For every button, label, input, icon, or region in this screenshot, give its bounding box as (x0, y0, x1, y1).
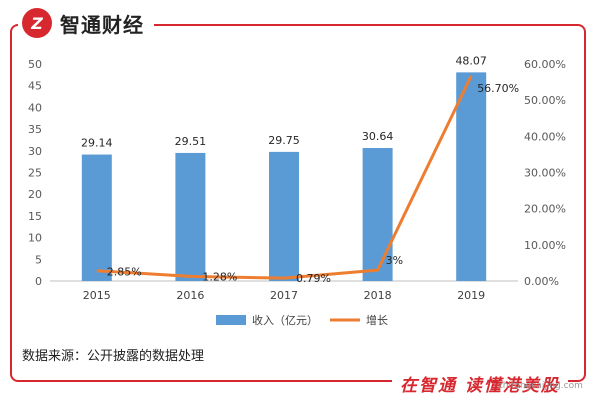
bar-revenue (81, 154, 112, 281)
y-right-tick-label: 0.00% (524, 275, 559, 288)
x-tick-label: 2016 (176, 289, 204, 302)
bar-revenue (175, 152, 206, 281)
y-right-tick-label: 30.00% (524, 167, 566, 180)
bar-value-label: 30.64 (362, 130, 394, 143)
x-tick-label: 2018 (364, 289, 392, 302)
legend-swatch-revenue (216, 315, 246, 325)
x-tick-label: 2019 (457, 289, 485, 302)
y-left-tick-label: 35 (28, 123, 42, 136)
y-left-tick-label: 25 (28, 167, 42, 180)
legend-label-revenue: 收入（亿元） (252, 313, 318, 327)
legend-label-growth: 增长 (366, 313, 388, 327)
y-left-tick-label: 45 (28, 80, 42, 93)
brand-logo-icon: Z (22, 8, 52, 38)
footer-slogan: 在智通 读懂港美股 (392, 371, 568, 396)
bar-value-label: 48.07 (455, 54, 487, 67)
y-left-tick-label: 50 (28, 58, 42, 71)
chart-frame (10, 24, 586, 382)
y-left-tick-label: 20 (28, 188, 42, 201)
y-right-tick-label: 10.00% (524, 239, 566, 252)
data-source-note: 数据来源：公开披露的数据处理 (22, 349, 205, 364)
y-right-tick-label: 60.00% (524, 58, 566, 71)
watermark-text: zhitongcaijing.com (498, 381, 583, 391)
brand-name: 智通财经 (60, 12, 144, 37)
y-right-tick-label: 50.00% (524, 94, 566, 107)
line-value-label: 0.79% (296, 272, 331, 285)
bar-value-label: 29.75 (268, 134, 300, 147)
bar-revenue (362, 148, 393, 281)
y-left-tick-label: 5 (35, 253, 42, 266)
x-tick-label: 2017 (270, 289, 298, 302)
y-left-tick-label: 30 (28, 145, 42, 158)
bar-revenue (269, 151, 299, 281)
line-value-label: 2.85% (107, 266, 142, 279)
y-left-tick-label: 0 (35, 275, 42, 288)
bar-value-label: 29.51 (175, 135, 207, 148)
y-left-tick-label: 10 (28, 232, 42, 245)
line-value-label: 56.70% (477, 82, 519, 95)
y-left-tick-label: 15 (28, 210, 42, 223)
y-right-tick-label: 40.00% (524, 130, 566, 143)
line-value-label: 3% (386, 254, 403, 267)
y-right-tick-label: 20.00% (524, 203, 566, 216)
x-tick-label: 2015 (83, 289, 111, 302)
y-left-tick-label: 40 (28, 101, 42, 114)
brand-header: Z 智通财经 (18, 4, 154, 42)
bar-value-label: 29.14 (81, 137, 113, 150)
bar-revenue (456, 72, 487, 282)
line-value-label: 1.28% (202, 270, 237, 283)
